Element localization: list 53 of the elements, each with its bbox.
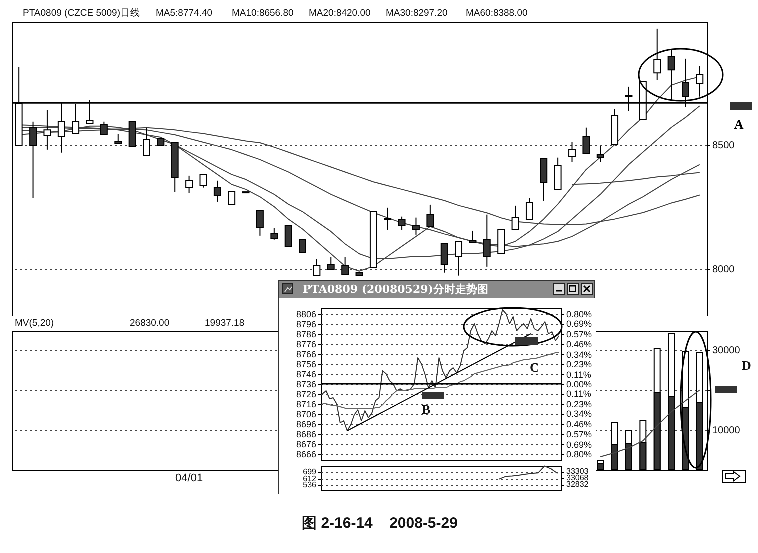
chart-title: PTA0809 (CZCE 5009)日线 bbox=[23, 8, 141, 20]
y-tick-label: 699 bbox=[303, 468, 318, 477]
y2-tick-label: 0.23% bbox=[566, 359, 592, 370]
y2-tick-label: 0.11% bbox=[566, 370, 592, 380]
y-tick-label: 8500 bbox=[712, 140, 736, 152]
y-tick-label: 8716 bbox=[296, 400, 316, 410]
y-tick-label: 536 bbox=[303, 480, 318, 490]
x-tick-label: 04/01 bbox=[176, 472, 204, 484]
y2-tick-label: 0.80% bbox=[566, 310, 592, 320]
y-tick-label: 8786 bbox=[296, 330, 316, 340]
y-tick-label: 8686 bbox=[296, 430, 316, 440]
text: MA5:8774.40 bbox=[156, 8, 213, 20]
caption: 图 2-16-14 2008-5-29 bbox=[302, 515, 458, 532]
chart-title: MV(5,20) bbox=[15, 318, 54, 330]
chart-title: PTA0809 (20080529)分时走势图 bbox=[303, 283, 488, 296]
y-tick-label: 8696 bbox=[296, 420, 316, 430]
y-tick-label: 8806 bbox=[296, 310, 316, 320]
y2-tick-label: 0.80% bbox=[566, 449, 592, 460]
text: 19937.18 bbox=[205, 318, 245, 330]
y2-tick-label: 0.57% bbox=[566, 330, 592, 340]
y-tick-label: 8736 bbox=[296, 380, 316, 390]
y2-tick-label: 0.57% bbox=[566, 429, 592, 440]
text: MA30:8297.20 bbox=[386, 8, 448, 20]
y-tick-label: 8666 bbox=[296, 450, 316, 460]
y2-tick-label: 0.46% bbox=[566, 339, 592, 350]
y-tick-label: 8706 bbox=[296, 410, 316, 420]
y-tick-label: 8726 bbox=[296, 390, 316, 400]
y-tick-label: 8796 bbox=[296, 320, 316, 330]
y-tick-label: 30000 bbox=[712, 346, 741, 356]
annotation: C bbox=[530, 360, 540, 375]
y-tick-label: 8676 bbox=[296, 440, 316, 450]
y2-tick-label: 0.69% bbox=[566, 440, 592, 450]
y-tick-label: 8746 bbox=[296, 370, 316, 380]
y-tick-label: 8766 bbox=[296, 350, 316, 360]
y2-tick-label: 0.46% bbox=[566, 420, 592, 430]
y2-tick-label: 32832 bbox=[566, 480, 590, 490]
text: MA10:8656.80 bbox=[232, 8, 294, 20]
y2-tick-label: 0.34% bbox=[566, 350, 592, 360]
annotation: B bbox=[422, 402, 431, 417]
ref-line-label: A bbox=[734, 117, 744, 132]
y-tick-label: 8776 bbox=[296, 340, 316, 350]
y2-tick-label: 0.34% bbox=[566, 409, 592, 420]
text: 26830.00 bbox=[130, 318, 170, 330]
y-tick-label: 8000 bbox=[712, 264, 736, 276]
y2-tick-label: 0.11% bbox=[566, 389, 592, 400]
y2-tick-label: 0.00% bbox=[566, 380, 592, 390]
y-tick-label: 10000 bbox=[712, 426, 741, 436]
y2-tick-label: 0.23% bbox=[566, 400, 592, 410]
text: MA60:8388.00 bbox=[466, 8, 528, 20]
text: D bbox=[742, 358, 752, 373]
y-tick-label: 8756 bbox=[296, 360, 316, 370]
y2-tick-label: 0.69% bbox=[566, 319, 592, 330]
text: MA20:8420.00 bbox=[309, 8, 371, 20]
